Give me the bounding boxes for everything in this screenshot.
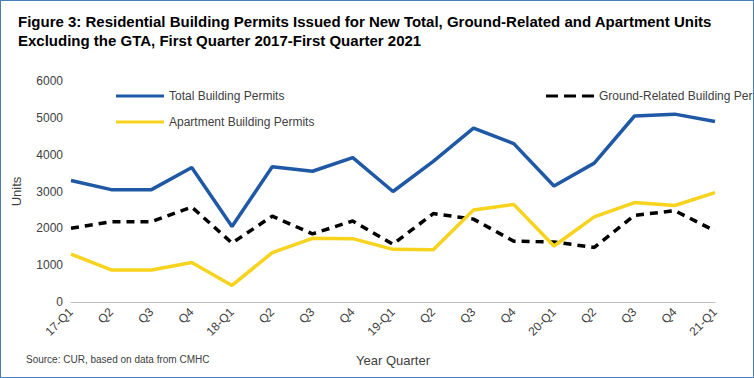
- svg-text:Units: Units: [9, 176, 24, 206]
- svg-text:Q2: Q2: [417, 305, 438, 326]
- svg-text:Residential Building Permits I: Residential Building Permits Issued for …: [81, 13, 715, 30]
- svg-text:17-Q1: 17-Q1: [42, 305, 76, 339]
- svg-text:Q2: Q2: [256, 305, 277, 326]
- svg-text:Source: CUR, based on data fro: Source: CUR, based on data from CMHC: [26, 354, 209, 365]
- svg-text:Year Quarter: Year Quarter: [356, 353, 431, 368]
- svg-text:19-Q1: 19-Q1: [364, 305, 398, 339]
- svg-text:Total Building Permits: Total Building Permits: [169, 89, 284, 103]
- svg-text:18-Q1: 18-Q1: [203, 305, 237, 339]
- svg-text:Q3: Q3: [457, 305, 478, 326]
- svg-text:Q3: Q3: [296, 305, 317, 326]
- svg-text:Q2: Q2: [95, 305, 116, 326]
- svg-text:Q4: Q4: [175, 305, 196, 326]
- svg-text:Q4: Q4: [658, 305, 679, 326]
- svg-text:0: 0: [56, 295, 63, 309]
- svg-text:6000: 6000: [36, 74, 63, 88]
- svg-text:1000: 1000: [36, 258, 63, 272]
- svg-text:3000: 3000: [36, 185, 63, 199]
- svg-text:Q3: Q3: [135, 305, 156, 326]
- svg-text:Q4: Q4: [497, 305, 518, 326]
- svg-text:2000: 2000: [36, 221, 63, 235]
- svg-text:Q3: Q3: [618, 305, 639, 326]
- svg-text:Figure 3:: Figure 3:: [18, 13, 81, 30]
- svg-text:Apartment Building Permits: Apartment Building Permits: [169, 115, 314, 129]
- svg-text:Excluding the GTA, First Quart: Excluding the GTA, First Quarter 2017-Fi…: [18, 32, 421, 49]
- svg-text:5000: 5000: [36, 111, 63, 125]
- svg-text:Q4: Q4: [336, 305, 357, 326]
- svg-text:21-Q1: 21-Q1: [686, 305, 720, 339]
- svg-text:4000: 4000: [36, 148, 63, 162]
- svg-text:Q2: Q2: [578, 305, 599, 326]
- svg-text:20-Q1: 20-Q1: [525, 305, 559, 339]
- svg-text:Ground-Related Building Permit: Ground-Related Building Permits: [599, 89, 753, 103]
